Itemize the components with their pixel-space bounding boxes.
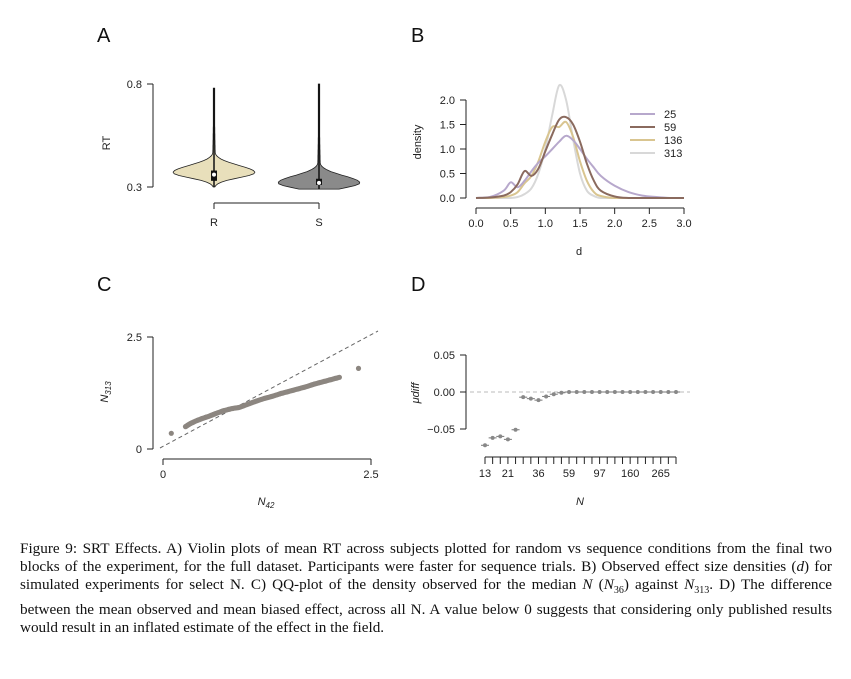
figure-caption: Figure 9: SRT Effects. A) Violin plots o… [20, 540, 836, 636]
mean-diff-point [521, 395, 526, 400]
mean-diff-point [536, 398, 541, 403]
panel-b-xtick: 1.5 [572, 218, 587, 230]
qq-point [355, 365, 362, 371]
median-R [212, 172, 216, 177]
panel-b-ytick: 0.5 [440, 169, 455, 181]
mean-diff-point [528, 396, 533, 401]
panel-d-xtick: 97 [593, 468, 605, 480]
panel-a-label: A [97, 25, 111, 47]
panel-a-violins [172, 83, 361, 190]
legend-label-59: 59 [664, 122, 676, 134]
panel-b-density-lines [475, 83, 684, 200]
mean-diff-point [643, 390, 648, 394]
panel-c-xtick: 2.5 [363, 469, 378, 481]
mean-diff-point [674, 390, 678, 394]
panel-d: D μdiff N 0.05 0.00 −0.05 13 21 36 59 97 160 2… [410, 274, 690, 508]
panel-c-label: C [97, 274, 111, 296]
panel-b-xlabel: d [576, 246, 582, 258]
mean-diff-point [490, 435, 495, 440]
panel-c-ytick: 2.5 [127, 332, 142, 344]
mean-diff-point [605, 390, 610, 394]
legend-label-313: 313 [664, 148, 682, 160]
panel-d-ytick: 0.00 [434, 387, 455, 399]
panel-c: C N313 N42 2.5 0 0 2.5 [97, 274, 379, 510]
panel-b-ytick: 1.5 [440, 120, 455, 132]
mean-diff-point [567, 390, 572, 394]
mean-diff-point [651, 390, 656, 394]
panel-c-ylabel: N313 [99, 381, 113, 403]
panel-b-xtick: 2.0 [607, 218, 622, 230]
mean-diff-point [483, 443, 487, 448]
panel-d-xtick: 36 [532, 468, 544, 480]
panel-b-ytick: 1.0 [440, 144, 455, 156]
panel-b-xtick: 0.0 [468, 218, 483, 230]
panel-c-points [168, 365, 362, 436]
legend-label-25: 25 [664, 109, 676, 121]
panel-b-ytick: 0.0 [440, 193, 455, 205]
panel-c-identity-line [159, 330, 379, 449]
panel-a-ylabel: RT [101, 135, 113, 150]
mean-diff-point [574, 390, 579, 394]
mean-diff-point [544, 394, 549, 399]
mean-diff-point [628, 390, 633, 394]
panel-d-xlabel: N [576, 496, 584, 508]
panel-b-xtick: 1.0 [538, 218, 553, 230]
panel-d-xtick: 160 [621, 468, 639, 480]
panel-b: B density d 0.0 0.5 1.0 1.5 2.0 0.0 0.5 1.0 1.5 2… [411, 25, 692, 258]
figure: A RT 0.8 0.3 R S B density d 0.0 0.5 1.0 1.… [97, 25, 692, 510]
panel-a-ytick: 0.3 [127, 182, 142, 194]
mean-diff-point [513, 427, 518, 432]
panel-b-xtick: 0.5 [503, 218, 518, 230]
mean-diff-point [597, 390, 602, 394]
panel-d-ytick: 0.05 [434, 350, 455, 362]
panel-a-ytick: 0.8 [127, 79, 142, 91]
panel-c-xlabel: N42 [258, 496, 275, 510]
panel-c-ytick: 0 [136, 444, 142, 456]
panel-d-xtick: 265 [652, 468, 670, 480]
panel-d-ylabel: μdiff [410, 382, 422, 405]
mean-diff-point [505, 437, 510, 442]
panel-d-ytick: −0.05 [427, 424, 455, 436]
panel-d-xtick: 59 [563, 468, 575, 480]
mean-diff-point [666, 390, 671, 394]
mean-diff-point [559, 390, 564, 395]
panel-b-xtick: 3.0 [676, 218, 691, 230]
panel-b-ytick: 2.0 [440, 95, 455, 107]
panel-b-label: B [411, 25, 424, 47]
panel-b-ylabel: density [412, 124, 424, 159]
mean-diff-point [612, 390, 617, 394]
panel-a: A RT 0.8 0.3 R S [97, 25, 361, 229]
panel-d-xtick: 21 [502, 468, 514, 480]
qq-point [168, 430, 174, 436]
panel-b-xtick: 2.5 [642, 218, 657, 230]
qq-point [336, 374, 342, 380]
mean-diff-point [551, 392, 556, 397]
mean-diff-point [635, 390, 640, 394]
panel-a-xtick: R [210, 217, 218, 229]
density-line-25 [475, 134, 684, 200]
mean-diff-point [582, 390, 587, 394]
density-line-59 [475, 115, 684, 200]
panel-c-xtick: 0 [160, 469, 166, 481]
panel-d-xtick: 13 [479, 468, 491, 480]
mean-diff-point [620, 390, 625, 394]
median-S [317, 180, 321, 185]
panel-d-label: D [411, 274, 425, 296]
panel-d-points [481, 390, 680, 448]
mean-diff-point [498, 434, 503, 439]
panel-a-xtick: S [315, 217, 322, 229]
mean-diff-point [589, 390, 594, 394]
mean-diff-point [658, 390, 663, 394]
legend-label-136: 136 [664, 135, 682, 147]
